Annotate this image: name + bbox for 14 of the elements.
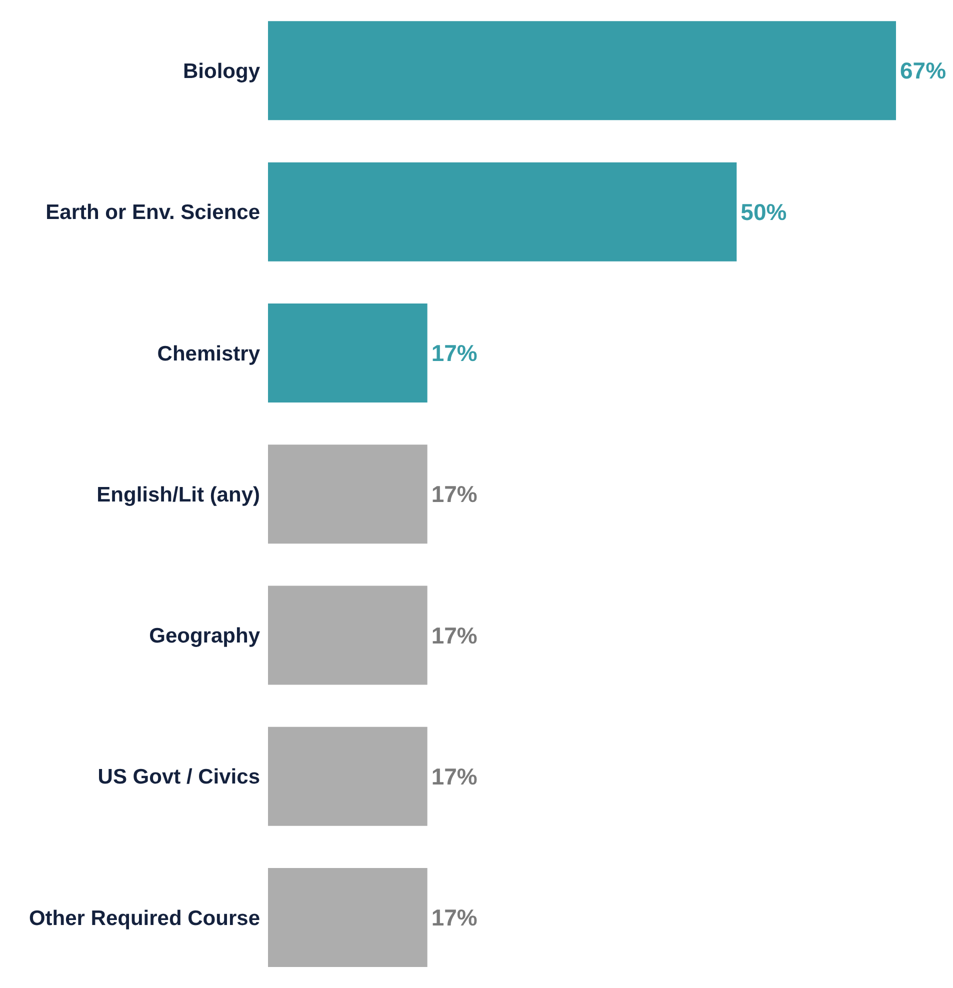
y-tick-label: English/Lit (any) [96,483,260,506]
data-label: 17% [431,622,478,648]
y-tick-label: Earth or Env. Science [46,201,260,224]
y-tick-label: Chemistry [157,342,260,366]
data-label: 67% [900,58,946,84]
data-label: 50% [740,198,787,225]
data-label: 17% [431,340,478,366]
y-tick-label: Geography [149,624,260,648]
data-label: 17% [431,763,478,790]
data-label: 17% [431,904,478,931]
y-tick-label: Other Required Course [28,906,260,930]
y-tick-label: US Govt / Civics [98,766,260,789]
data-label: 17% [431,481,478,508]
y-tick-label: Biology [183,60,260,84]
